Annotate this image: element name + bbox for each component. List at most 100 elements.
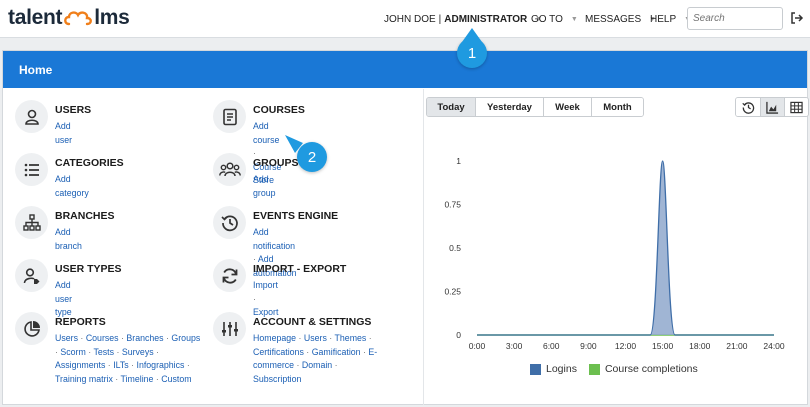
chart-view-toggle [735,97,809,117]
gamification-link[interactable]: Gamification [311,346,361,357]
legend-label-completions: Course completions [604,363,698,375]
column-divider [423,89,424,405]
add-course-link[interactable]: Add course [253,121,280,145]
x-tick-label-5: 15:00 [652,341,674,351]
chevron-down-icon: ▼ [535,15,543,23]
tab-month[interactable]: Month [591,98,643,116]
add-category-link[interactable]: Add category [55,174,89,198]
area-chart-icon [766,101,779,114]
subscription-link[interactable]: Subscription [253,373,302,384]
tab-today[interactable]: Today [427,98,475,116]
user-menu[interactable]: JOHN DOE | ADMINISTRATOR ▼ [384,13,543,25]
legend-swatch-completions [588,363,600,375]
table-view-button[interactable] [784,98,808,116]
legend-item-logins[interactable]: Logins [530,363,577,375]
callout-pointer-2 [285,135,303,153]
user-icon [15,100,48,133]
sync-icon [213,259,246,292]
add-user-type-link[interactable]: Add user type [55,280,73,317]
add-user-link[interactable]: Add user [55,121,73,145]
sliders-icon [213,312,246,345]
e-commerce-link[interactable]: E-commerce [253,346,378,371]
add-group-link[interactable]: Add group [253,174,276,198]
report-ilts-link[interactable]: ILTs [113,360,129,370]
history-icon [213,206,246,239]
report-branches-link[interactable]: Branches [126,333,164,343]
y-tick-label-4: 1 [456,156,461,166]
help-menu[interactable]: HELP ▼ [650,0,691,38]
callout-number-1: 1 [467,44,477,62]
logout-icon[interactable] [790,11,804,25]
user-types-title: USER TYPES [55,263,122,275]
goto-label: GO TO [531,13,563,25]
callout-number-2: 2 [307,148,317,166]
user-role: ADMINISTRATOR [444,13,528,25]
report-courses-link[interactable]: Courses [85,333,119,343]
tab-yesterday[interactable]: Yesterday [475,98,543,116]
report-groups-link[interactable]: Groups [171,333,201,343]
x-tick-label-3: 9:00 [580,341,597,351]
account-settings-title: ACCOUNT & SETTINGS [253,316,372,328]
search-input[interactable] [687,7,783,30]
domain-link[interactable]: Domain [301,360,333,370]
report-infographics-link[interactable]: Infographics [136,360,185,370]
logo-text-lms: lms [94,6,130,29]
export-link[interactable]: Export [253,307,279,317]
chart-legend: Logins Course completions [530,363,710,375]
y-tick-label-2: 0.5 [449,243,461,253]
help-label: HELP [650,13,677,25]
user-name: JOHN DOE [384,13,436,25]
groups-title: GROUPS [253,157,299,169]
tab-week[interactable]: Week [543,98,591,116]
homepage-link[interactable]: Homepage [253,333,297,343]
import-link[interactable]: Import [253,280,278,290]
callout-marker-2: 2 [297,142,327,172]
reports-title: REPORTS [55,316,106,328]
themes-link[interactable]: Themes [334,333,367,343]
add-notification-link[interactable]: Add notification [253,227,296,251]
chevron-down-icon: ▼ [649,15,657,23]
report-users-link[interactable]: Users [55,333,78,343]
sitemap-icon [15,206,48,239]
report-training-matrix-link[interactable]: Training matrix [55,373,113,384]
history-icon [741,101,754,114]
report-scorm-link[interactable]: Scorm [60,346,86,357]
x-tick-label-6: 18:00 [689,341,711,351]
top-bar: talent lms JOHN DOE | ADMINISTRATOR ▼ GO… [0,0,810,38]
users-title: USERS [55,104,92,116]
y-tick-label-3: 0.75 [444,200,461,210]
table-grid-icon [790,101,803,113]
branches-title: BRANCHES [55,210,115,222]
legend-item-course-completions[interactable]: Course completions [588,363,698,375]
events-engine-title: EVENTS ENGINE [253,210,339,222]
chevron-down-icon: ▼ [570,15,578,23]
talentlms-logo[interactable]: talent lms [8,6,130,30]
goto-menu[interactable]: GO TO ▼ [531,0,578,38]
activity-chart: 0 0.25 0.5 0.75 1 0:00 3:00 6:00 9:00 12:00 15:00 1… [444,156,784,351]
area-chart-view-button[interactable] [760,98,784,116]
x-tick-label-7: 21:00 [726,341,748,351]
report-custom-link[interactable]: Custom [161,373,192,384]
certifications-link[interactable]: Certifications [253,346,304,357]
user-tag-icon [15,259,48,292]
report-tests-link[interactable]: Tests [93,346,115,357]
logo-text-talent: talent [8,6,63,29]
messages-menu[interactable]: MESSAGES ▼ [585,0,656,38]
y-tick-label-0: 0 [456,330,461,340]
home-panel: Home [2,50,808,405]
callout-pointer-1 [462,28,482,42]
add-automation-link[interactable]: Add automation [253,254,297,278]
x-tick-label-4: 12:00 [615,341,637,351]
report-timeline-link[interactable]: Timeline [120,373,154,384]
course-store-link[interactable]: Course Store [253,161,282,186]
x-tick-label-0: 0:00 [469,341,486,351]
add-branch-link[interactable]: Add branch [55,227,82,251]
report-surveys-link[interactable]: Surveys [121,346,154,357]
report-assignments-link[interactable]: Assignments [55,360,106,370]
pie-chart-icon [15,312,48,345]
settings-users-link[interactable]: Users [303,333,327,343]
history-view-button[interactable] [736,98,760,116]
page-title: Home [19,63,53,77]
time-range-tabs: Today Yesterday Week Month [426,97,644,117]
legend-swatch-logins [530,363,541,375]
